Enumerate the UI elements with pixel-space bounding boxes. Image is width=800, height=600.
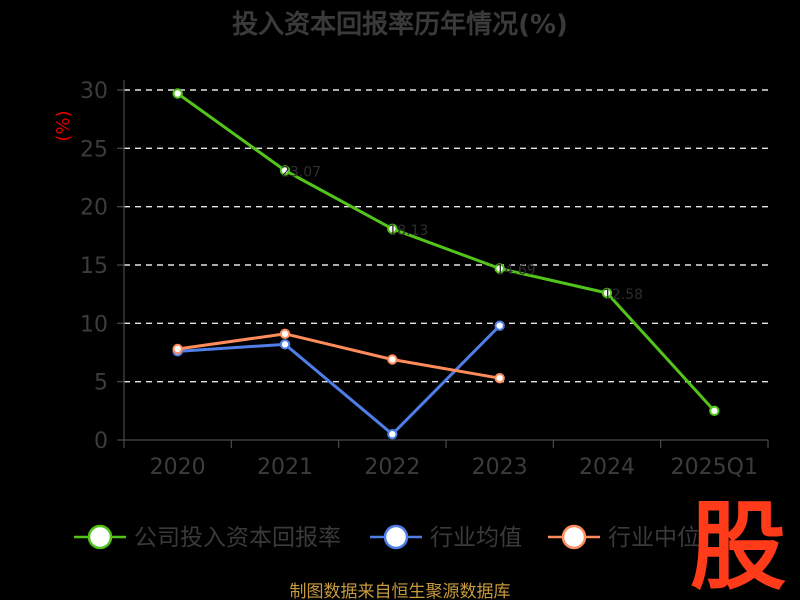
data-point-marker (494, 263, 505, 274)
legend-label-0: 公司投入资本回报率 (134, 525, 341, 551)
y-tick-label: 10 (80, 312, 108, 337)
data-point-marker (172, 343, 183, 355)
data-label: 12.58 (603, 287, 643, 303)
data-point-marker (709, 405, 720, 417)
series-line-0 (176, 92, 716, 412)
chart-title: 投入资本回报率历年情况(%) (232, 9, 568, 40)
y-tick-label: 0 (94, 429, 108, 454)
y-tick-label: 15 (80, 254, 108, 279)
grid-lines (124, 89, 768, 383)
x-tick-label: 2020 (150, 455, 206, 480)
legend-marker-2 (561, 524, 587, 550)
data-point-marker (172, 88, 183, 99)
legend-label-1: 行业均值 (430, 525, 522, 551)
data-labels: 23.07 18.13 14.69 12.58 (281, 165, 643, 304)
data-label: 18.13 (388, 223, 428, 239)
series-line-2 (177, 332, 500, 380)
source-note: 制图数据来自恒生聚源数据库 (290, 582, 511, 600)
legend-marker-0 (87, 524, 113, 550)
data-point-marker (601, 287, 613, 299)
data-point-marker (494, 372, 505, 384)
series-lines (172, 88, 720, 440)
data-label: 14.69 (496, 263, 536, 279)
data-point-marker (387, 428, 398, 440)
x-tick-label: 2022 (364, 455, 420, 480)
legend-label-2: 行业中位 (608, 525, 700, 551)
y-tick-label: 25 (80, 137, 108, 162)
data-point-marker (279, 165, 291, 176)
y-tick-label: 30 (80, 79, 108, 104)
data-point-marker (494, 320, 505, 331)
legend-marker-1 (383, 524, 409, 550)
y-tick-label: 20 (80, 196, 108, 221)
x-tick-label: 2024 (579, 455, 635, 480)
x-tick-label: 2025Q1 (671, 455, 758, 480)
watermark-logo: 股 (690, 491, 786, 600)
legend: 公司投入资本回报率 行业均值 行业中位 (74, 524, 700, 551)
x-tick-label: 2021 (257, 455, 313, 480)
data-point-marker (279, 328, 291, 340)
y-tick-label: 5 (94, 371, 108, 396)
axes: 0 5 10 15 20 25 30 2020 2021 2022 2023 2024 2025Q1 (80, 79, 769, 480)
y-axis-unit-label: (%) (53, 110, 74, 141)
data-point-marker (387, 354, 398, 365)
x-tick-label: 2023 (472, 455, 528, 480)
data-point-marker (279, 339, 291, 350)
data-point-marker (387, 223, 398, 235)
data-label: 23.07 (281, 165, 321, 181)
series-line-1 (177, 324, 501, 436)
